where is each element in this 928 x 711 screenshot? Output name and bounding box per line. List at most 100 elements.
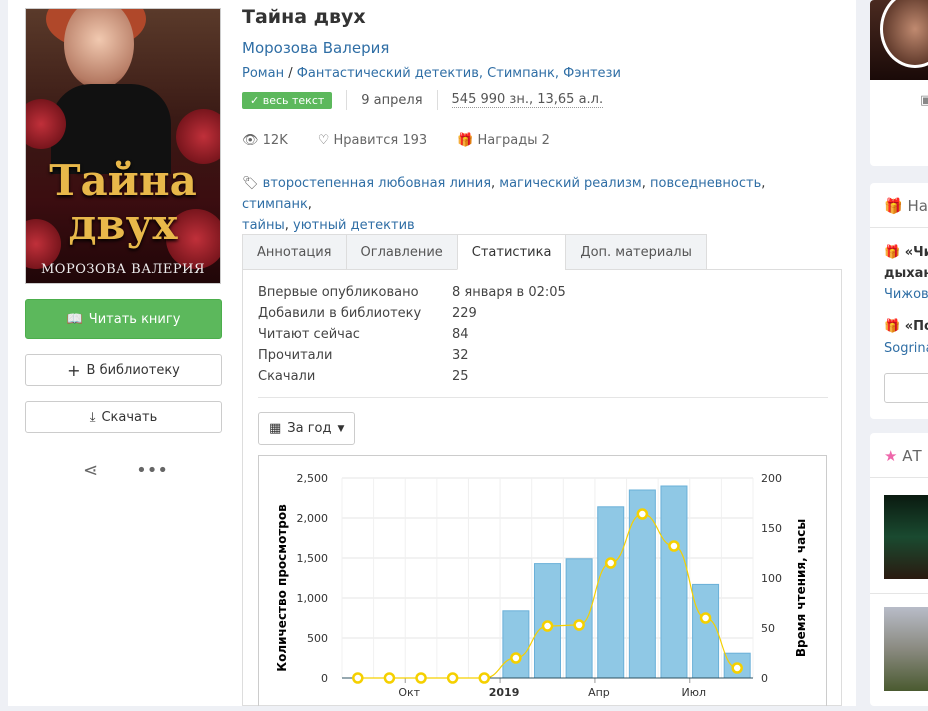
x-tick-label: Июл (682, 686, 707, 699)
read-label: Читать книгу (88, 311, 181, 327)
cover-title: Тайна двух (49, 156, 197, 249)
publish-date: 9 апреля (361, 92, 423, 108)
y-tick-label: 500 (307, 632, 328, 645)
book-title: Тайна двух (242, 6, 366, 28)
tag-icon: 🏷 (242, 176, 259, 191)
calendar-icon: ▦ (269, 421, 282, 436)
awards-stat[interactable]: 🎁 Награды 2 (457, 133, 550, 148)
genre-root-link[interactable]: Роман (242, 66, 285, 81)
line-point (604, 557, 617, 569)
views-stat: 👁 12K (242, 133, 288, 148)
period-dropdown[interactable]: ▦ За год ▼ (258, 412, 356, 445)
line-point (668, 540, 680, 552)
stats-chart: 0 500 1,000 1,500 2,000 2,500 0 50 100 150 200 Окт 2… (275, 472, 808, 699)
y2-tick-label: 0 (761, 672, 768, 685)
stat-row: Скачали 25 (258, 369, 469, 384)
stat-row: Читают сейчас 84 (258, 327, 469, 342)
more-icon[interactable]: ••• (136, 460, 168, 481)
tab-statistics[interactable]: Статистика (456, 234, 567, 270)
share-icon[interactable]: ⋖ (83, 460, 99, 481)
line-point (415, 672, 427, 684)
download-label: Скачать (101, 409, 158, 425)
tab-annotation[interactable]: Аннотация (242, 234, 347, 270)
add-to-library-button[interactable]: + В библиотеку (25, 354, 222, 386)
y-axis-title: Количество просмотров (275, 504, 289, 672)
line-point (478, 672, 491, 684)
y2-tick-label: 100 (761, 572, 782, 585)
x-tick-label: Апр (588, 686, 610, 699)
download-button[interactable]: ⤓ Скачать (25, 401, 222, 433)
tag-link[interactable]: уютный детектив (293, 218, 415, 233)
award-author-link[interactable]: Sogrina (884, 341, 928, 356)
y-tick-label: 2,000 (297, 512, 329, 525)
download-icon: ⤓ (89, 409, 96, 425)
stat-row: Прочитали 32 (258, 348, 469, 363)
cover-author: МОРОЗОВА ВАЛЕРИЯ (41, 262, 205, 277)
author-link[interactable]: Морозова Валерия (242, 39, 390, 57)
genres-link[interactable]: Фантастический детектив, Стимпанк, Фэнте… (296, 66, 621, 81)
caret-down-icon: ▼ (337, 423, 345, 434)
author-avatar (880, 0, 928, 68)
book-thumbnail[interactable] (884, 607, 928, 691)
y-tick-label: 1,500 (297, 552, 329, 565)
chart-container: 0 500 1,000 1,500 2,000 2,500 0 50 100 150 200 Окт 2… (258, 455, 827, 706)
bar (692, 583, 720, 679)
awards-card: 🎁 На 🎁 «Чи дыхан Чижова 🎁 «По Sogrina (870, 183, 928, 419)
eye-icon: 👁 (242, 133, 259, 148)
tag-link[interactable]: второстепенная любовная линия (262, 176, 492, 191)
line-point (446, 672, 459, 684)
tag-link[interactable]: стимпанк (242, 197, 308, 212)
line-point (383, 672, 396, 684)
tag-link[interactable]: повседневность (650, 176, 762, 191)
gift-icon: 🎁 (457, 133, 474, 148)
tag-link[interactable]: магический реализм (499, 176, 642, 191)
book-size: 545 990 зн., 13,65 а.л. (451, 92, 604, 108)
y-tick-label: 2,500 (297, 472, 329, 485)
book-cover[interactable]: Тайна двух МОРОЗОВА ВАЛЕРИЯ (25, 8, 221, 284)
tag-link[interactable]: тайны (242, 218, 285, 233)
y2-tick-label: 50 (761, 622, 775, 635)
x-tick-label: 2019 (489, 686, 520, 699)
book-icon: 📖 (66, 311, 83, 327)
stat-row: Впервые опубликовано 8 января в 02:05 (258, 285, 566, 300)
author-card: ▣ (870, 0, 928, 166)
y-tick-label: 0 (321, 672, 328, 685)
gift-icon: 🎁 (884, 319, 901, 334)
tags-list: 🏷 второстепенная любовная линия, магичес… (242, 176, 766, 233)
line-point (699, 612, 712, 624)
line-point (541, 620, 554, 632)
line-point (573, 619, 585, 631)
tab-extras[interactable]: Доп. материалы (565, 234, 707, 270)
book-thumbnail[interactable] (884, 495, 928, 579)
y2-tick-label: 150 (761, 522, 782, 535)
stat-row: Добавили в библиотеку 229 (258, 306, 477, 321)
tabs: Аннотация Оглавление Статистика Доп. мат… (242, 234, 707, 270)
statistics-panel: Впервые опубликовано 8 января в 02:05 Доб… (242, 269, 842, 706)
line-point (636, 508, 649, 520)
awards-button[interactable] (884, 373, 928, 403)
likes-stat[interactable]: ♡ Нравится 193 (317, 133, 428, 148)
tab-contents[interactable]: Оглавление (345, 234, 458, 270)
at-card: ★ АТ (870, 433, 928, 706)
gift-icon: 🎁 (884, 245, 901, 260)
gift-icon: 🎁 (884, 197, 903, 215)
bar (597, 506, 625, 679)
star-icon: ★ (884, 447, 898, 465)
bar (660, 485, 688, 679)
heart-icon: ♡ (317, 133, 330, 148)
y2-tick-label: 200 (761, 472, 782, 485)
line-point (352, 672, 364, 684)
plus-icon: + (67, 360, 81, 380)
award-author-link[interactable]: Чижова (884, 287, 928, 302)
bar (502, 610, 530, 679)
library-label: В библиотеку (86, 362, 180, 378)
x-tick-label: Окт (398, 686, 420, 699)
card-icon: ▣ (920, 93, 928, 108)
read-book-button[interactable]: 📖 Читать книгу (25, 299, 222, 339)
y2-axis-title: Время чтения, часы (794, 519, 808, 657)
line-point (510, 652, 522, 664)
bar (565, 558, 593, 679)
y-tick-label: 1,000 (297, 592, 329, 605)
line-point (731, 662, 743, 674)
status-badge: ✓ весь текст (242, 91, 333, 109)
